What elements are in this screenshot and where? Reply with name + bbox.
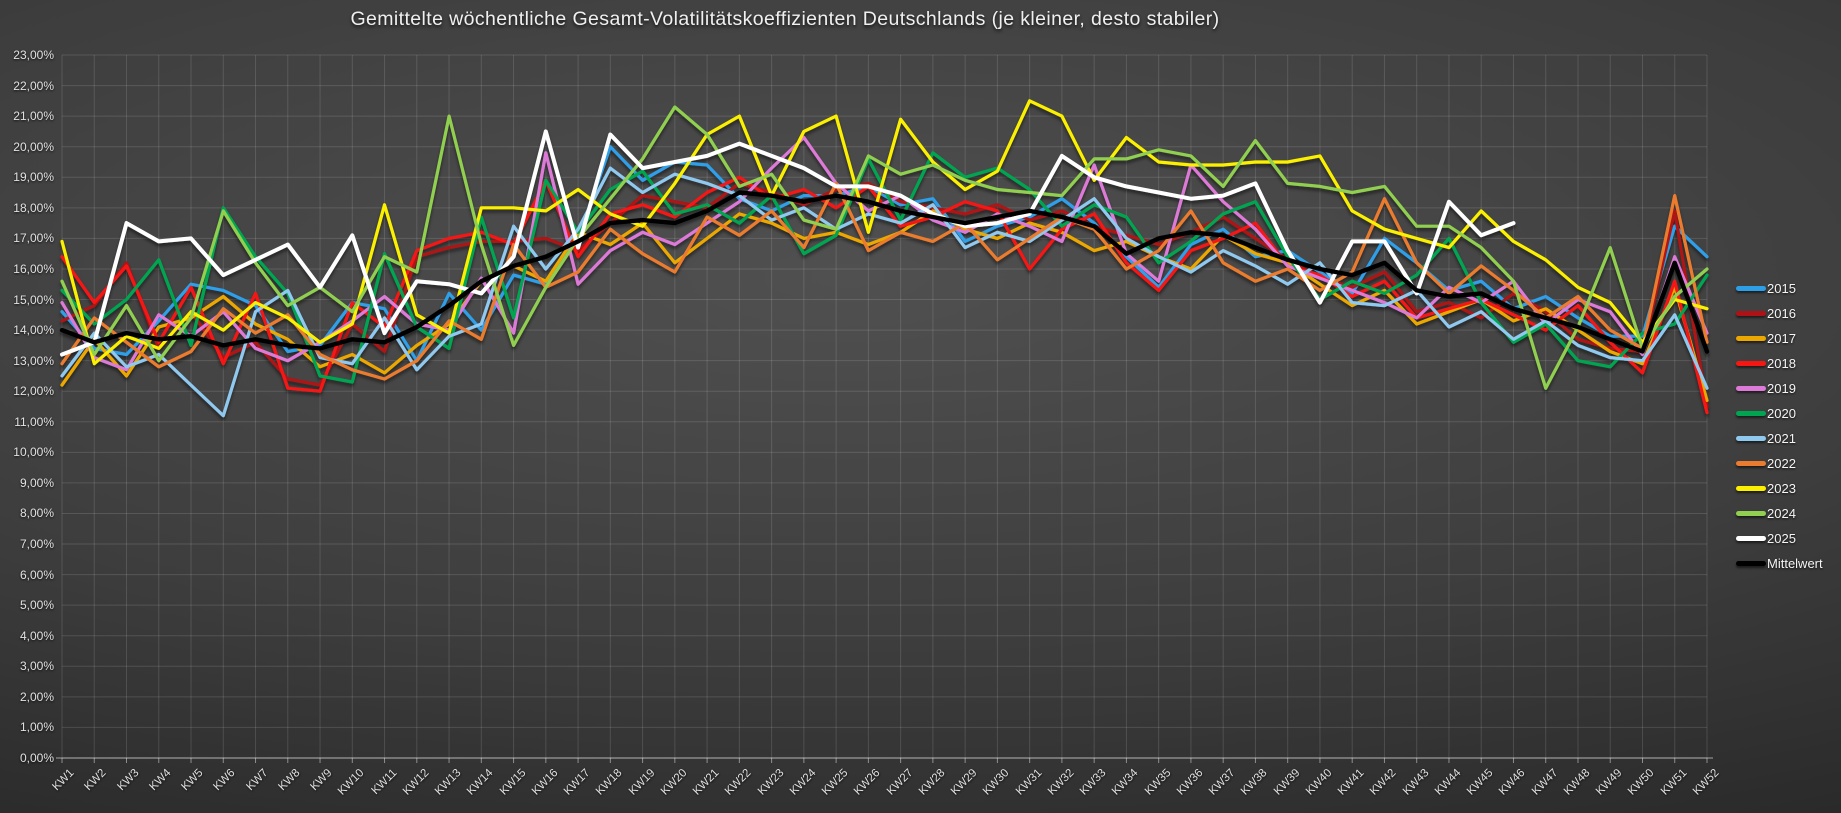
legend-label: 2020 — [1767, 406, 1796, 421]
y-tick-label: 5,00% — [19, 598, 54, 613]
legend-label: 2021 — [1767, 431, 1796, 446]
legend: 2015 2016 2017 2018 2019 2020 2021 2022 2023 2024… — [1736, 276, 1823, 576]
series-line-Mittelwert — [59, 190, 1710, 354]
legend-swatch-2023 — [1736, 486, 1766, 491]
legend-swatch-2018 — [1736, 361, 1766, 366]
y-tick-label: 7,00% — [19, 537, 54, 552]
legend-swatch-2019 — [1736, 386, 1766, 391]
y-tick-label: 22,00% — [13, 78, 54, 93]
legend-swatch-2024 — [1736, 511, 1766, 516]
legend-swatch-2016 — [1736, 311, 1766, 316]
legend-item-2017: 2017 — [1736, 326, 1823, 351]
gridlines — [61, 54, 1708, 759]
y-tick-label: 20,00% — [13, 139, 54, 154]
legend-label: 2016 — [1767, 306, 1796, 321]
chart-title: Gemittelte wöchentliche Gesamt-Volatilit… — [350, 8, 1220, 30]
y-tick-label: 23,00% — [13, 48, 54, 62]
legend-swatch-2017 — [1736, 336, 1766, 341]
legend-label: 2022 — [1767, 456, 1796, 471]
legend-item-2019: 2019 — [1736, 376, 1823, 401]
y-tick-label: 16,00% — [13, 261, 54, 276]
legend-label: 2024 — [1767, 506, 1796, 521]
axes — [56, 757, 1713, 763]
legend-label: 2018 — [1767, 356, 1796, 371]
legend-item-2022: 2022 — [1736, 451, 1823, 476]
legend-item-2023: 2023 — [1736, 476, 1823, 501]
legend-swatch-Mittelwert — [1736, 561, 1766, 566]
legend-item-2024: 2024 — [1736, 501, 1823, 526]
y-tick-label: 1,00% — [19, 720, 54, 735]
legend-item-2015: 2015 — [1736, 276, 1823, 301]
legend-label: 2017 — [1767, 331, 1796, 346]
legend-item-2018: 2018 — [1736, 351, 1823, 376]
y-tick-label: 3,00% — [19, 659, 54, 674]
legend-label: 2025 — [1767, 531, 1796, 546]
y-tick-label: 6,00% — [19, 567, 54, 582]
y-tick-label: 11,00% — [14, 414, 54, 429]
legend-swatch-2022 — [1736, 461, 1766, 466]
series-line-2022 — [60, 181, 1709, 381]
series-line-2024 — [60, 105, 1709, 390]
legend-swatch-2020 — [1736, 411, 1766, 416]
legend-swatch-2015 — [1736, 286, 1766, 291]
y-tick-label: 2,00% — [19, 689, 54, 704]
legend-label: Mittelwert — [1767, 556, 1823, 571]
legend-item-Mittelwert: Mittelwert — [1736, 551, 1823, 576]
y-tick-label: 12,00% — [13, 384, 54, 399]
y-tick-label: 10,00% — [13, 445, 54, 460]
legend-item-2020: 2020 — [1736, 401, 1823, 426]
legend-item-2021: 2021 — [1736, 426, 1823, 451]
legend-swatch-2021 — [1736, 436, 1766, 441]
y-tick-label: 18,00% — [13, 200, 54, 215]
legend-item-2016: 2016 — [1736, 301, 1823, 326]
y-tick-label: 14,00% — [13, 323, 54, 338]
legend-label: 2023 — [1767, 481, 1796, 496]
y-tick-label: 21,00% — [13, 109, 54, 124]
y-tick-label: 0,00% — [19, 751, 54, 765]
y-tick-label: 13,00% — [13, 353, 54, 368]
legend-label: 2019 — [1767, 381, 1796, 396]
y-tick-label: 17,00% — [13, 231, 54, 246]
legend-label: 2015 — [1767, 281, 1796, 296]
y-tick-label: 8,00% — [19, 506, 54, 521]
legend-swatch-2025 — [1736, 536, 1766, 541]
legend-item-2025: 2025 — [1736, 526, 1823, 551]
series-lines — [59, 99, 1710, 418]
y-tick-label: 4,00% — [19, 628, 54, 643]
series-line-2025 — [60, 129, 1516, 357]
y-tick-label: 15,00% — [13, 292, 54, 307]
y-tick-label: 19,00% — [13, 170, 54, 185]
y-tick-label: 9,00% — [19, 475, 54, 490]
